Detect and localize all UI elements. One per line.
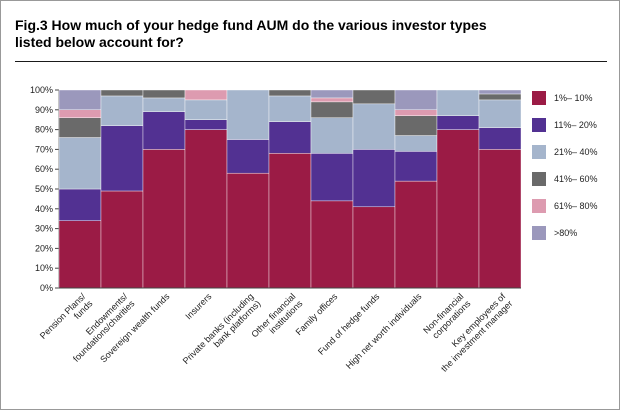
- bar-segment: [100, 190, 144, 289]
- bar-segment: [394, 151, 438, 182]
- bar-segment: [268, 95, 312, 122]
- bar-segment: [58, 137, 102, 190]
- bar-segment: [310, 153, 354, 202]
- bar-segment: [394, 180, 438, 289]
- bar-segment: [436, 89, 480, 116]
- y-tick-label: 80%: [35, 125, 53, 135]
- y-tick-label: 30%: [35, 224, 53, 234]
- bar-segment: [478, 89, 522, 95]
- bar-segment: [478, 99, 522, 128]
- bar-stack: [58, 89, 102, 289]
- bar-segment: [352, 89, 396, 105]
- x-tick-label: Family offices: [294, 291, 340, 337]
- y-tick-label: 0%: [40, 283, 53, 293]
- bar-segment: [184, 119, 228, 130]
- legend-swatch: [532, 91, 546, 105]
- bar-segment: [394, 115, 438, 136]
- legend-label: 1%– 10%: [554, 93, 593, 103]
- bar-segment: [352, 149, 396, 208]
- x-axis: Pension Plans/fundsEndowments/foundation…: [38, 291, 515, 374]
- legend-swatch: [532, 226, 546, 240]
- legend-swatch: [532, 145, 546, 159]
- bar-segment: [184, 89, 228, 101]
- legend-swatch: [532, 199, 546, 213]
- bar-segment: [58, 117, 102, 138]
- bar-segment: [226, 139, 270, 174]
- y-tick-label: 40%: [35, 204, 53, 214]
- legend-label: >80%: [554, 228, 577, 238]
- bar-segment: [268, 121, 312, 154]
- bar-segment: [226, 172, 270, 289]
- bar-segment: [478, 127, 522, 150]
- bar-segment: [142, 89, 186, 99]
- bar-segment: [100, 125, 144, 192]
- legend-label: 41%– 60%: [554, 174, 598, 184]
- chart-title: Fig.3 How much of your hedge fund AUM do…: [15, 17, 487, 50]
- bar-segment: [58, 220, 102, 289]
- legend-swatch: [532, 172, 546, 186]
- bar-stack: [310, 89, 354, 289]
- bar-segment: [394, 135, 438, 152]
- legend-label: 11%– 20%: [554, 120, 597, 130]
- x-tick-label: Other financialinstitutions: [249, 291, 305, 347]
- bar-segment: [100, 89, 144, 97]
- bar-stack: [268, 89, 312, 289]
- y-tick-label: 100%: [30, 85, 53, 95]
- bar-segment: [226, 89, 270, 140]
- x-tick-label: Insurers: [183, 291, 213, 321]
- legend-label: 61%– 80%: [554, 201, 598, 211]
- bar-segment: [142, 149, 186, 289]
- bar-segment: [58, 188, 102, 221]
- bar-stack: [352, 89, 396, 289]
- bar-stack: [478, 89, 522, 289]
- legend: 1%– 10% 11%– 20% 21%– 40% 41%– 60% 61%– 80% >…: [532, 91, 598, 240]
- bar-segment: [310, 97, 354, 103]
- bar-segment: [352, 103, 396, 150]
- bar-segment: [352, 206, 396, 289]
- bar-segment: [184, 129, 228, 289]
- bar-segment: [310, 117, 354, 154]
- bar-segment: [58, 109, 102, 118]
- y-tick-label: 90%: [35, 105, 53, 115]
- bar-stack: [100, 89, 144, 289]
- y-tick-label: 70%: [35, 144, 53, 154]
- bar-segment: [310, 200, 354, 289]
- y-axis: 0% 10% 20% 30% 40% 50% 60% 70% 80% 90% 100%: [30, 85, 60, 293]
- bar-segment: [478, 149, 522, 289]
- bar-stack: [394, 89, 438, 289]
- y-tick-label: 20%: [35, 243, 53, 253]
- bar-segment: [58, 89, 102, 110]
- bar-segment: [478, 93, 522, 101]
- title-rule: [15, 61, 607, 62]
- x-tick-label: Pension Plans/funds: [38, 291, 95, 348]
- bar-segment: [310, 101, 354, 118]
- bar-stack: [142, 89, 186, 289]
- bar-segment: [184, 99, 228, 120]
- bar-segment: [268, 153, 312, 289]
- bar-segment: [310, 89, 354, 99]
- bar-stack: [184, 89, 228, 289]
- y-tick-label: 10%: [35, 263, 53, 273]
- bar-segment: [394, 109, 438, 116]
- bar-segment: [142, 111, 186, 150]
- bar-stack: [436, 89, 480, 289]
- bar-segment: [100, 95, 144, 126]
- y-tick-label: 50%: [35, 184, 53, 194]
- bar-segment: [142, 97, 186, 112]
- y-tick-label: 60%: [35, 164, 53, 174]
- bar-stack: [226, 89, 270, 289]
- legend-label: 21%– 40%: [554, 147, 598, 157]
- bars: [58, 89, 522, 289]
- x-tick-label: High net worth individuals: [344, 291, 424, 371]
- bar-segment: [268, 89, 312, 97]
- bar-segment: [436, 115, 480, 130]
- bar-segment: [436, 129, 480, 289]
- legend-swatch: [532, 118, 546, 132]
- bar-segment: [394, 89, 438, 110]
